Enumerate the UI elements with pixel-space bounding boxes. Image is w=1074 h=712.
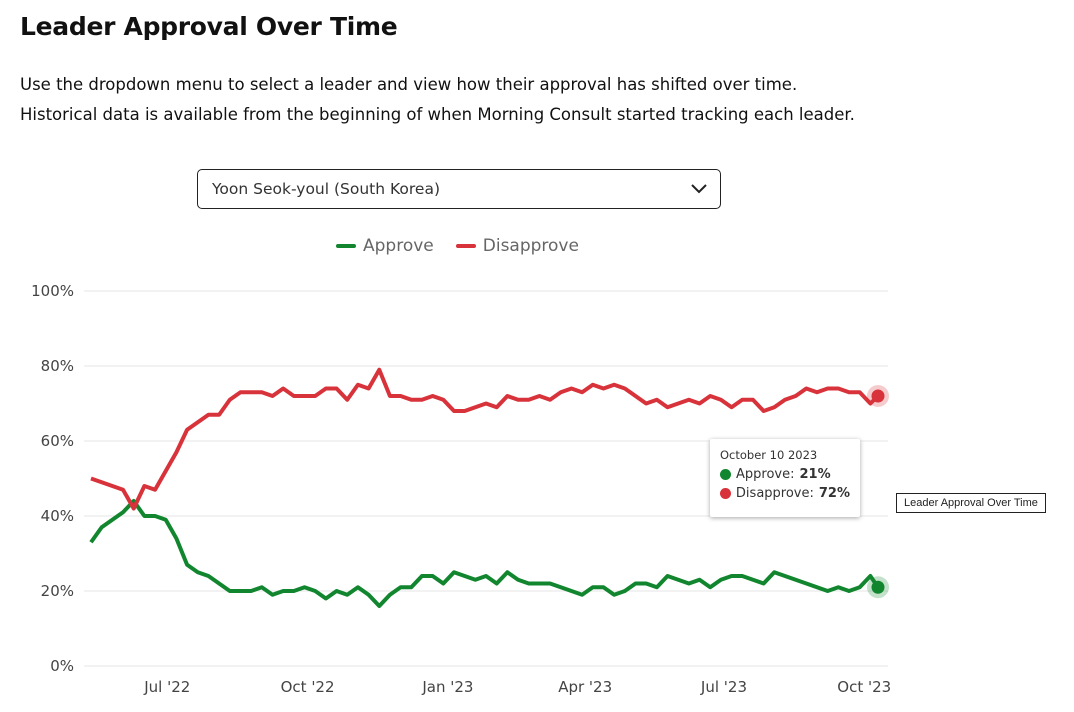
y-tick-label: 20% xyxy=(41,582,74,600)
x-tick-label: Jan '23 xyxy=(421,678,473,696)
chevron-down-icon xyxy=(691,184,707,194)
disapprove-dot-icon xyxy=(720,488,731,499)
description: Use the dropdown menu to select a leader… xyxy=(20,75,855,124)
legend-label-approve: Approve xyxy=(363,236,434,256)
y-tick-label: 100% xyxy=(31,282,74,300)
y-tick-label: 0% xyxy=(50,657,74,675)
legend-label-disapprove: Disapprove xyxy=(482,236,579,256)
x-tick-label: Oct '23 xyxy=(837,678,891,696)
data-point-approve xyxy=(871,580,885,594)
leader-dropdown-value: Yoon Seok-youl (South Korea) xyxy=(212,180,441,198)
chart-caption: Leader Approval Over Time xyxy=(896,493,1046,513)
x-tick-label: Apr '23 xyxy=(558,678,612,696)
tooltip-date: October 10 2023 xyxy=(720,448,818,462)
tooltip-approve-value: 21% xyxy=(799,467,831,482)
approve-swatch xyxy=(336,244,356,248)
legend-item-approve[interactable]: Approve xyxy=(336,236,434,256)
x-tick-label: Jul '23 xyxy=(700,678,747,696)
x-tick-label: Oct '22 xyxy=(281,678,335,696)
chart-legend: Approve Disapprove xyxy=(336,236,579,256)
y-tick-label: 60% xyxy=(41,432,74,450)
approve-dot-icon xyxy=(720,469,731,480)
tooltip-approve-row: Approve: 21% xyxy=(720,465,850,484)
series-line-approve xyxy=(89,499,880,608)
page-title: Leader Approval Over Time xyxy=(20,12,398,41)
y-tick-label: 40% xyxy=(41,507,74,525)
disapprove-swatch xyxy=(455,244,476,248)
chart-tooltip: October 10 2023 Approve: 21% Disapprove: 7… xyxy=(710,439,860,517)
x-tick-label: Jul '22 xyxy=(143,678,190,696)
y-tick-label: 80% xyxy=(41,357,74,375)
tooltip-disapprove-value: 72% xyxy=(818,486,850,501)
tooltip-disapprove-row: Disapprove: 72% xyxy=(720,484,850,503)
legend-item-disapprove[interactable]: Disapprove xyxy=(455,236,579,256)
tooltip-disapprove-label: Disapprove: xyxy=(735,486,814,501)
leader-dropdown[interactable]: Yoon Seok-youl (South Korea) xyxy=(197,169,721,209)
data-point-disapprove xyxy=(871,389,885,403)
tooltip-approve-label: Approve: xyxy=(736,467,795,482)
series-line-disapprove xyxy=(90,367,880,511)
